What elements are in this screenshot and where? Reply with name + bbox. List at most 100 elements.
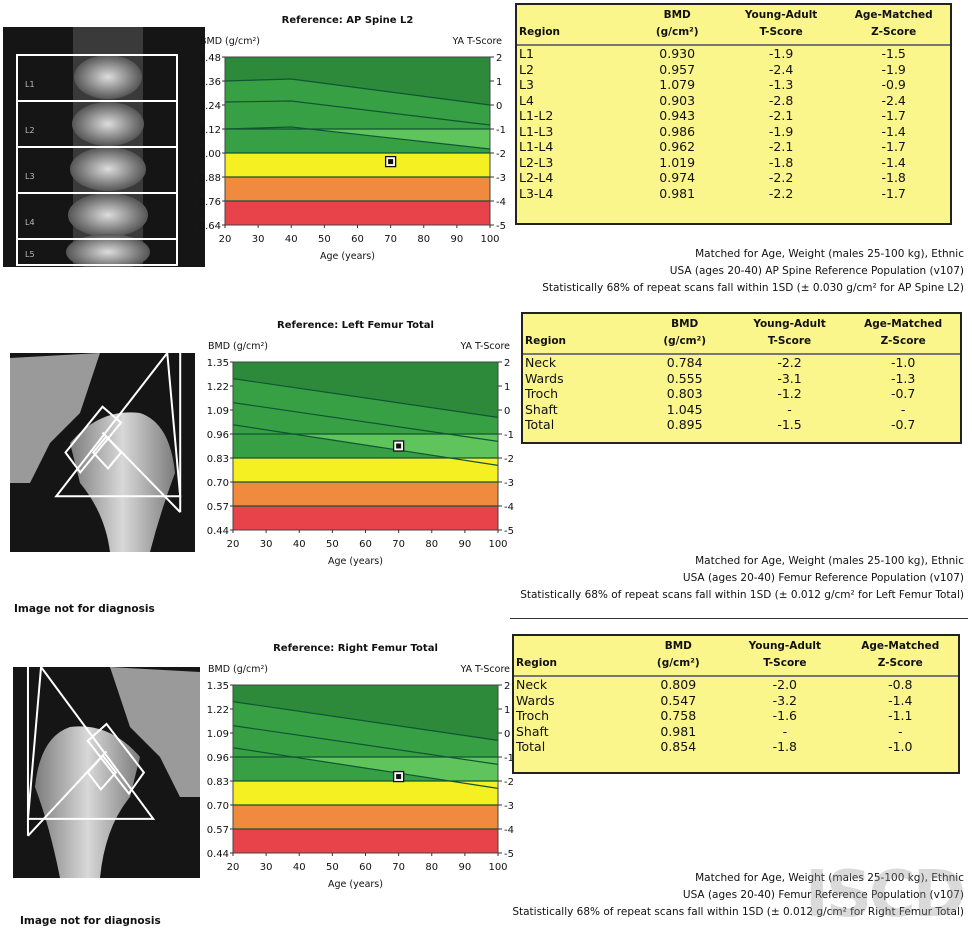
y-tick-label: 0.44	[207, 526, 229, 537]
header-t-score: Young-Adult T-Score	[727, 636, 843, 677]
z-score-cell: -1.4	[881, 154, 906, 170]
right-femur-reference-notes: Matched for Age, Weight (males 25-100 kg…	[512, 870, 964, 921]
z-score-cell: -0.8	[888, 677, 913, 692]
t-score-cell: -2.2	[768, 185, 794, 201]
y-tick-label: 1.09	[207, 406, 229, 417]
table-row: L2-L4 0.974 -2.2 -1.8	[517, 170, 950, 186]
z-score-cell: -1.0	[888, 739, 913, 754]
t-score-cell: -2.4	[768, 61, 794, 77]
z-score-cell: -2.4	[881, 92, 906, 108]
t-score-cell: -2.8	[768, 92, 794, 108]
y-tick-label: 1.00	[199, 149, 221, 160]
y-tick-label: 0.70	[207, 801, 229, 812]
y-tick-label: 1.35	[207, 681, 229, 692]
severe-osteoporosis-zone	[225, 201, 490, 225]
x-tick-label: 90	[459, 539, 472, 550]
severe-osteoporosis-zone	[233, 829, 498, 853]
region-cell: L1-L3	[519, 123, 554, 139]
reference-curve	[232, 402, 499, 442]
table-row: Troch 0.803 -1.2 -0.7	[523, 386, 960, 402]
t-score-axis-label: YA T-Score	[459, 341, 510, 352]
bmd-cell: 0.981	[659, 185, 696, 201]
t-tick-label: 0	[496, 101, 502, 112]
header-bmd-line: BMD	[671, 318, 699, 330]
t-tick-label: -3	[504, 478, 514, 489]
x-tick-label: 30	[260, 539, 273, 550]
t-score-cell: -	[782, 723, 788, 739]
z-score-cell: -1.3	[890, 370, 916, 386]
spine-results-table: Region BMD (g/cm²) Young-Adult T-Score Age…	[515, 3, 952, 225]
t-score-cell: -1.9	[768, 46, 794, 61]
right-femur-reference-chart: Reference: Right Femur Total BMD (g/cm²) Y…	[207, 643, 514, 890]
patient-marker-dot	[396, 443, 402, 449]
bmd-cell: 0.758	[660, 708, 697, 723]
header-bmd-line: BMD	[663, 9, 691, 21]
t-score-cell: -2.2	[768, 170, 794, 185]
bmd-cell: 0.547	[660, 692, 697, 708]
left-femur-scan-image	[10, 353, 195, 552]
z-score-cell: -0.9	[881, 77, 906, 92]
t-tick-label: -1	[496, 125, 506, 136]
spine-scan-image: L1 L2 L3 L4 L5	[3, 27, 205, 267]
t-score-cell: -3.2	[772, 692, 798, 708]
t-tick-label: -5	[504, 526, 514, 537]
header-z-score: Age-Matched Z-Score	[846, 314, 960, 355]
osteoporosis-zone	[233, 805, 498, 829]
reference-curve	[224, 126, 491, 150]
x-tick-label: 50	[326, 862, 339, 873]
y-axis-label: BMD (g/cm²)	[208, 664, 268, 675]
bmd-cell: 0.803	[666, 386, 703, 401]
y-tick-label: 1.35	[207, 358, 229, 369]
region-cell: Total	[516, 739, 546, 754]
t-score-cell: -2.2	[777, 355, 802, 370]
table-header: Region BMD (g/cm²) Young-Adult T-Score Age…	[514, 636, 958, 677]
y-tick-label: 1.36	[199, 77, 221, 88]
t-score-cell: -1.8	[772, 739, 798, 754]
x-tick-label: 20	[227, 862, 240, 873]
header-t-score: Young-Adult T-Score	[724, 5, 838, 46]
header-t-line: T-Score	[767, 335, 812, 347]
below-average-zone	[225, 129, 490, 149]
upper-zone	[233, 685, 498, 741]
region-cell: L1	[519, 46, 534, 61]
x-tick-label: 40	[293, 862, 306, 873]
y-tick-label: 0.44	[207, 849, 229, 860]
bmd-cell: 0.962	[659, 139, 696, 154]
y-tick-label: 0.57	[207, 825, 229, 836]
chart-title: Reference: Left Femur Total	[277, 320, 434, 331]
header-region: Region	[514, 636, 630, 677]
reference-note: Matched for Age, Weight (males 25-100 kg…	[695, 248, 964, 260]
z-score-cell: -0.7	[890, 417, 916, 432]
x-tick-label: 80	[425, 862, 438, 873]
table-row: Shaft 1.045 - -	[523, 402, 960, 418]
bmd-cell: 0.957	[659, 61, 696, 77]
bmd-cell: 0.930	[659, 46, 696, 61]
x-tick-label: 90	[459, 862, 472, 873]
bmd-cell: 0.854	[660, 739, 697, 754]
iscd-watermark: ISCD	[805, 858, 966, 930]
t-score-cell: -1.6	[772, 708, 798, 723]
x-tick-label: 100	[488, 862, 507, 873]
t-tick-label: 2	[504, 358, 510, 369]
chart-title: Reference: AP Spine L2	[282, 15, 414, 26]
region-cell: L3-L4	[519, 185, 554, 201]
t-tick-label: -1	[504, 753, 514, 764]
header-z-score: Age-Matched Z-Score	[837, 5, 950, 46]
table-row: L2 0.957 -2.4 -1.9	[517, 62, 950, 78]
region-cell: Troch	[525, 386, 559, 401]
y-tick-label: 1.12	[199, 125, 221, 136]
header-t-score: Young-Adult T-Score	[732, 314, 847, 355]
x-tick-label: 60	[359, 862, 372, 873]
x-tick-label: 20	[219, 234, 232, 245]
right-femur-scan-image	[13, 667, 200, 878]
y-tick-label: 0.76	[199, 197, 221, 208]
region-cell: Wards	[516, 692, 555, 708]
table-row: Total 0.895 -1.5 -0.7	[523, 417, 960, 433]
reference-note: USA (ages 20-40) AP Spine Reference Popu…	[669, 265, 964, 277]
header-z-score: Age-Matched Z-Score	[842, 636, 958, 677]
x-tick-label: 80	[425, 539, 438, 550]
table-row: Wards 0.547 -3.2 -1.4	[514, 693, 958, 709]
header-bmd-line: BMD	[664, 640, 692, 652]
y-axis-label: BMD (g/cm²)	[200, 36, 260, 47]
